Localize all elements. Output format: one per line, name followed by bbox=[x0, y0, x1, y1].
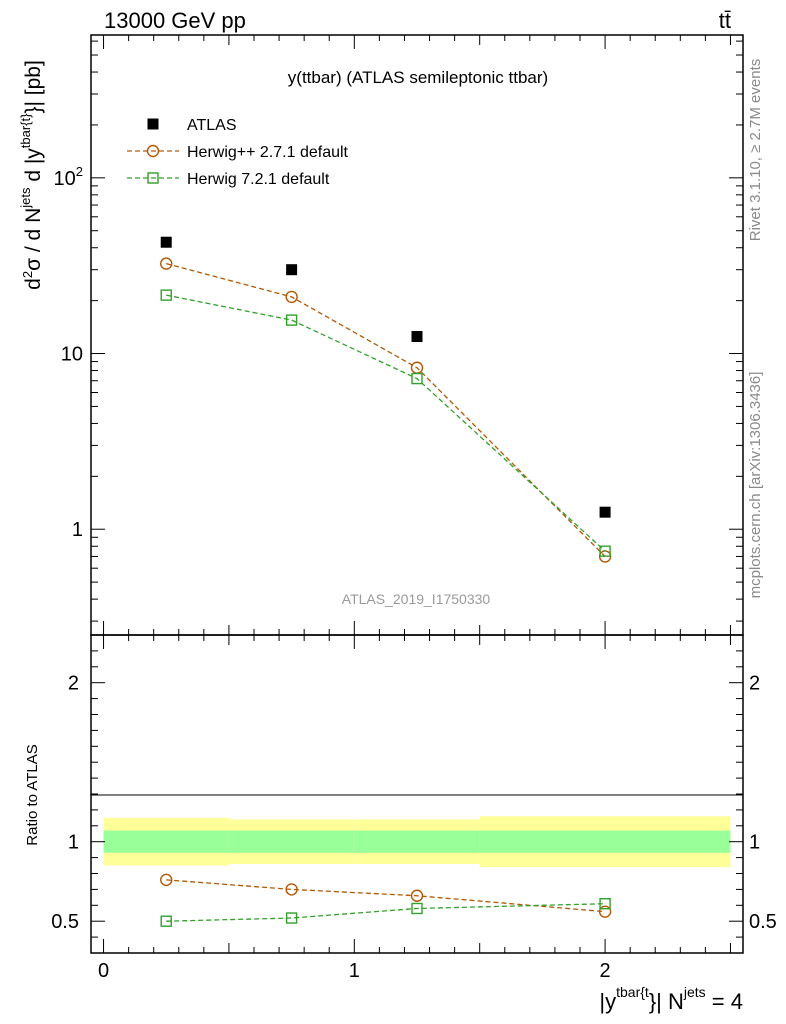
ratio-line-0 bbox=[166, 879, 606, 913]
y-tick-label: 1 bbox=[72, 519, 83, 541]
data-point-series-0 bbox=[160, 236, 172, 248]
svg-text:d2σ / d Njets d |ytbar{t}}| [p: d2σ / d Njets d |ytbar{t}}| [pb] bbox=[18, 60, 45, 290]
ratio-point-series-1 bbox=[411, 902, 423, 915]
x-tick-label: 1 bbox=[349, 960, 360, 982]
process-label: tt̄ bbox=[719, 8, 731, 33]
ratio-y-tick-label-left: 2 bbox=[68, 673, 79, 695]
y-tick-label: 10 bbox=[61, 344, 83, 366]
ratio-y-tick-label-right: 1 bbox=[749, 832, 760, 854]
legend: ATLAS Herwig++ 2.7.1 default Herwig 7.2.1 … bbox=[127, 117, 349, 188]
series-line-2 bbox=[166, 294, 606, 552]
main-series bbox=[160, 236, 612, 563]
analysis-label: ATLAS_2019_I1750330 bbox=[342, 591, 491, 607]
legend-label: Herwig 7.2.1 default bbox=[187, 171, 330, 188]
x-tick-label: 0 bbox=[98, 960, 109, 982]
ratio-panel: 0.5 0.5 1 1 2 2 0 1 2 Ratio to ATLAS |ytbar{t}|… bbox=[24, 634, 777, 1014]
y-tick-exponent: 2 bbox=[76, 164, 83, 179]
ratio-y-tick-label-left: 0.5 bbox=[51, 911, 79, 933]
data-point-series-0 bbox=[599, 506, 611, 518]
data-point-series-1 bbox=[160, 257, 173, 270]
ratio-y-tick-label-right: 2 bbox=[749, 673, 760, 695]
ratio-point-series-1 bbox=[285, 912, 298, 924]
legend-marker bbox=[147, 172, 159, 184]
main-y-axis-label: d2σ / d Njets d |ytbar{t}}| [pb] bbox=[18, 60, 45, 290]
data-point-series-2 bbox=[599, 545, 611, 557]
ratio-point-series-0 bbox=[410, 889, 424, 902]
ratio-y-tick-label-left: 1 bbox=[68, 832, 79, 854]
chart-title: y(ttbar) (ATLAS semileptonic ttbar) bbox=[288, 68, 548, 87]
legend-marker bbox=[146, 144, 160, 158]
ratio-line-1 bbox=[166, 903, 606, 922]
y-tick-label: 102 bbox=[54, 164, 83, 190]
ratio-y-tick-label-right: 0.5 bbox=[749, 911, 777, 933]
legend-label: Herwig++ 2.7.1 default bbox=[187, 144, 349, 161]
svg-text:|ytbar{t}| Njets = 4: |ytbar{t}| Njets = 4 bbox=[599, 984, 743, 1014]
x-tick-label: 2 bbox=[600, 960, 611, 982]
mcplots-label: mcplots.cern.ch [arXiv:1306.3436] bbox=[747, 372, 764, 599]
ratio-point-series-0 bbox=[285, 883, 298, 896]
ratio-frame bbox=[90, 634, 744, 954]
ratio-y-ticks: 0.5 0.5 1 1 2 2 bbox=[51, 634, 777, 938]
main-x-ticks bbox=[103, 35, 731, 635]
ratio-point-series-0 bbox=[598, 905, 612, 918]
legend-label: ATLAS bbox=[187, 117, 237, 134]
ratio-point-series-0 bbox=[160, 873, 173, 887]
ratio-bands bbox=[103, 816, 731, 868]
data-point-series-2 bbox=[285, 314, 298, 326]
ratio-point-series-1 bbox=[599, 898, 611, 910]
main-panel: 1 10 102 y(ttbar) (ATLAS semileptonic ttba… bbox=[18, 34, 744, 636]
stat-uncertainty-band bbox=[354, 830, 480, 853]
ratio-x-ticks: 0 1 2 bbox=[98, 635, 731, 982]
ratio-series bbox=[160, 873, 612, 927]
x-axis-label: |ytbar{t}| Njets = 4 bbox=[599, 984, 743, 1014]
stat-uncertainty-band bbox=[103, 830, 229, 853]
data-point-series-0 bbox=[286, 264, 298, 276]
data-point-series-1 bbox=[285, 290, 298, 304]
series-line-1 bbox=[166, 262, 606, 557]
stat-uncertainty-band bbox=[479, 830, 731, 853]
stat-uncertainty-band bbox=[228, 830, 355, 853]
data-point-series-0 bbox=[411, 330, 423, 342]
energy-label: 13000 GeV pp bbox=[104, 8, 246, 33]
rivet-label: Rivet 3.1.10, ≥ 2.7M events bbox=[747, 59, 764, 242]
data-point-series-2 bbox=[411, 372, 423, 385]
ratio-y-axis-label: Ratio to ATLAS bbox=[24, 744, 41, 845]
data-point-series-2 bbox=[160, 289, 172, 301]
legend-marker bbox=[147, 118, 159, 130]
ratio-point-series-1 bbox=[160, 915, 172, 927]
